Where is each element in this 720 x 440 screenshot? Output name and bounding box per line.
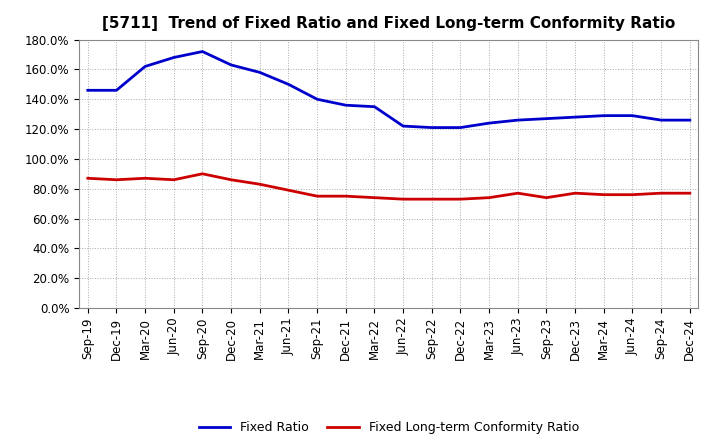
Fixed Ratio <box>399 124 408 129</box>
Fixed Ratio <box>284 82 293 87</box>
Fixed Ratio <box>513 117 522 123</box>
Fixed Ratio <box>341 103 350 108</box>
Fixed Long-term Conformity Ratio <box>84 176 92 181</box>
Fixed Ratio <box>312 97 321 102</box>
Line: Fixed Ratio: Fixed Ratio <box>88 51 690 128</box>
Fixed Ratio <box>370 104 379 109</box>
Fixed Long-term Conformity Ratio <box>628 192 636 197</box>
Fixed Long-term Conformity Ratio <box>428 197 436 202</box>
Fixed Ratio <box>141 64 150 69</box>
Fixed Long-term Conformity Ratio <box>657 191 665 196</box>
Fixed Long-term Conformity Ratio <box>227 177 235 183</box>
Fixed Ratio <box>600 113 608 118</box>
Title: [5711]  Trend of Fixed Ratio and Fixed Long-term Conformity Ratio: [5711] Trend of Fixed Ratio and Fixed Lo… <box>102 16 675 32</box>
Fixed Long-term Conformity Ratio <box>141 176 150 181</box>
Fixed Ratio <box>227 62 235 68</box>
Fixed Long-term Conformity Ratio <box>600 192 608 197</box>
Fixed Long-term Conformity Ratio <box>542 195 551 200</box>
Fixed Long-term Conformity Ratio <box>685 191 694 196</box>
Fixed Ratio <box>628 113 636 118</box>
Fixed Long-term Conformity Ratio <box>256 182 264 187</box>
Fixed Long-term Conformity Ratio <box>456 197 465 202</box>
Fixed Ratio <box>657 117 665 123</box>
Fixed Ratio <box>542 116 551 121</box>
Fixed Long-term Conformity Ratio <box>169 177 178 183</box>
Fixed Ratio <box>198 49 207 54</box>
Fixed Ratio <box>571 114 580 120</box>
Fixed Long-term Conformity Ratio <box>370 195 379 200</box>
Fixed Long-term Conformity Ratio <box>284 187 293 193</box>
Fixed Ratio <box>485 121 493 126</box>
Fixed Long-term Conformity Ratio <box>571 191 580 196</box>
Fixed Ratio <box>428 125 436 130</box>
Line: Fixed Long-term Conformity Ratio: Fixed Long-term Conformity Ratio <box>88 174 690 199</box>
Fixed Long-term Conformity Ratio <box>399 197 408 202</box>
Fixed Long-term Conformity Ratio <box>198 171 207 176</box>
Fixed Ratio <box>456 125 465 130</box>
Fixed Ratio <box>84 88 92 93</box>
Fixed Long-term Conformity Ratio <box>112 177 121 183</box>
Fixed Long-term Conformity Ratio <box>341 194 350 199</box>
Fixed Ratio <box>256 70 264 75</box>
Fixed Ratio <box>169 55 178 60</box>
Fixed Long-term Conformity Ratio <box>312 194 321 199</box>
Fixed Ratio <box>685 117 694 123</box>
Legend: Fixed Ratio, Fixed Long-term Conformity Ratio: Fixed Ratio, Fixed Long-term Conformity … <box>194 416 584 439</box>
Fixed Long-term Conformity Ratio <box>485 195 493 200</box>
Fixed Long-term Conformity Ratio <box>513 191 522 196</box>
Fixed Ratio <box>112 88 121 93</box>
